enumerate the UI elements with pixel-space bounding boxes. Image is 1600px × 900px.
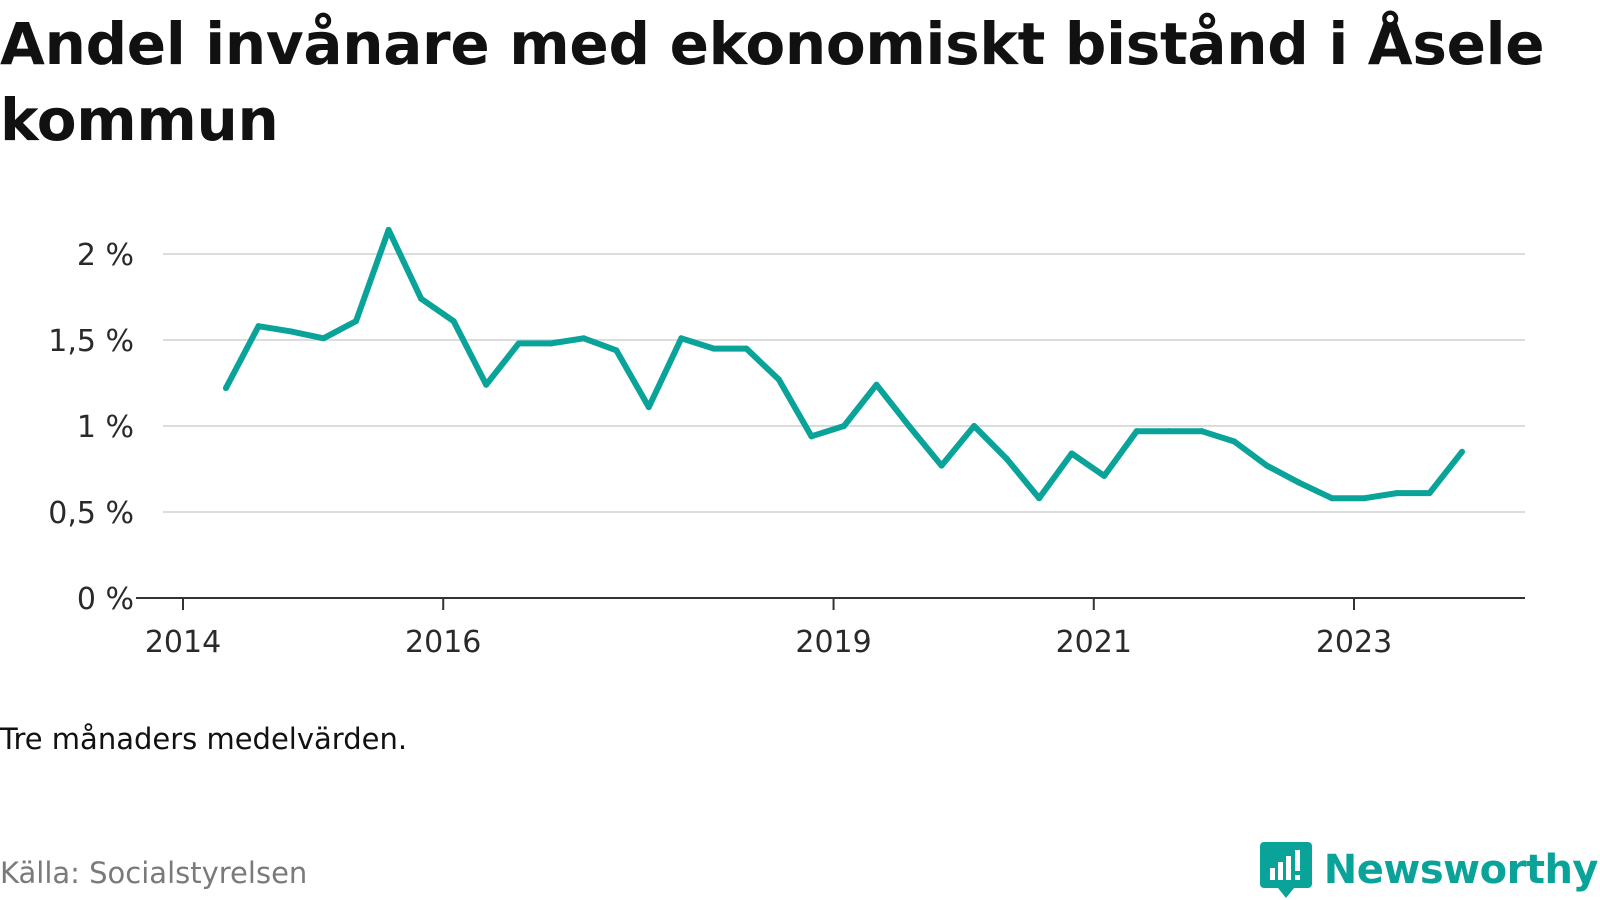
data-point <box>515 340 522 347</box>
data-point <box>743 345 750 352</box>
y-tick-label: 1 % <box>77 410 134 445</box>
x-axis <box>136 597 1525 610</box>
data-point <box>255 323 262 330</box>
data-point <box>906 423 913 429</box>
data-point <box>678 335 685 342</box>
data-point <box>1458 448 1465 455</box>
data-point <box>645 404 652 411</box>
data-point <box>483 381 490 388</box>
data-point <box>353 318 360 325</box>
y-tick-label: 0 % <box>77 582 134 617</box>
gridlines <box>163 253 1525 513</box>
y-tick-label: 1,5 % <box>48 324 134 359</box>
x-tick-label: 2014 <box>145 625 221 660</box>
data-point <box>873 381 880 388</box>
data-point <box>1328 495 1335 502</box>
data-point <box>1296 479 1303 486</box>
brand-logo[interactable]: Newsworthy <box>1259 840 1599 900</box>
data-point <box>971 423 978 429</box>
brand-name: Newsworthy <box>1323 847 1599 893</box>
line-chart: 0 % 0,5 % 1 % 1,5 % 2 % 2014 2016 2019 2021 2023 <box>48 226 1525 660</box>
data-point <box>1426 490 1433 497</box>
data-point <box>222 385 229 392</box>
data-point <box>1231 438 1238 445</box>
data-point <box>1133 428 1140 435</box>
data-point <box>287 328 294 335</box>
data-point <box>775 376 782 383</box>
data-point <box>808 433 815 440</box>
data-point <box>1393 490 1400 497</box>
series-layer <box>222 226 1465 502</box>
data-point <box>938 462 945 469</box>
series-line <box>223 226 1465 502</box>
y-tick-label: 2 % <box>77 238 134 273</box>
data-point <box>613 347 620 354</box>
x-tick-label: 2019 <box>795 625 871 660</box>
data-point <box>1198 428 1205 435</box>
data-point <box>580 335 587 342</box>
data-point <box>1361 495 1368 502</box>
data-point <box>1166 428 1173 435</box>
data-point <box>548 340 555 347</box>
data-point <box>1263 462 1270 469</box>
x-tick-label: 2016 <box>405 625 481 660</box>
source-text: Källa: Socialstyrelsen <box>0 856 308 890</box>
data-point <box>320 335 327 342</box>
chart-title: Andel invånare med ekonomiskt bistånd i … <box>0 10 1545 154</box>
data-point <box>840 423 847 429</box>
x-tick-label: 2021 <box>1056 625 1132 660</box>
y-tick-label: 0,5 % <box>48 496 134 531</box>
x-tick-label: 2023 <box>1316 625 1392 660</box>
data-point <box>1101 472 1108 479</box>
data-point <box>1036 495 1043 502</box>
data-point <box>710 345 717 352</box>
data-point <box>418 295 425 302</box>
data-point <box>385 226 392 233</box>
data-point <box>1003 455 1010 462</box>
data-point <box>450 318 457 325</box>
chart-note: Tre månaders medelvärden. <box>0 722 408 756</box>
data-point <box>1068 450 1075 457</box>
y-axis-labels: 0 % 0,5 % 1 % 1,5 % 2 % <box>48 238 134 617</box>
x-axis-labels: 2014 2016 2019 2021 2023 <box>145 625 1392 660</box>
newsworthy-logo-icon <box>1259 842 1312 898</box>
